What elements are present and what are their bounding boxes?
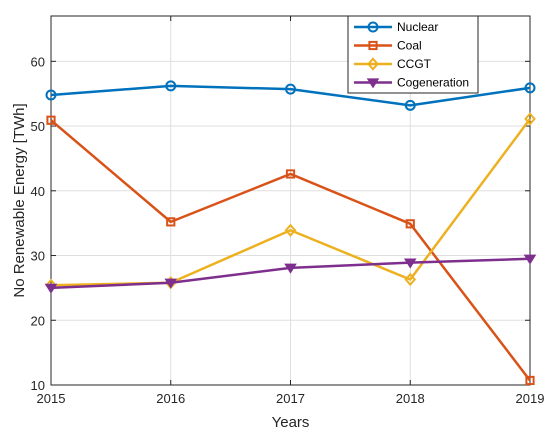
data-point (284, 263, 297, 274)
y-tick-label: 20 (31, 313, 45, 328)
y-tick-label: 10 (31, 378, 45, 393)
x-axis-label: Years (272, 414, 310, 431)
legend-marker (368, 40, 378, 51)
data-point (404, 272, 417, 287)
y-tick-label: 40 (31, 184, 45, 199)
series-line (50, 119, 531, 382)
legend-label: CCGT (397, 57, 432, 71)
data-point (523, 254, 537, 265)
y-tick-label: 60 (31, 54, 45, 69)
data-point (405, 219, 415, 229)
series-cogeneration (44, 254, 537, 294)
data-point (44, 283, 58, 294)
data-point (165, 80, 177, 92)
x-tick-label: 2017 (276, 391, 305, 406)
data-point (284, 223, 297, 237)
legend: Nuclear Coal CCGT Cogeneration (347, 15, 479, 94)
x-tick-label: 2016 (156, 391, 185, 406)
data-point (164, 278, 178, 289)
data-point (285, 169, 296, 179)
data-point (166, 217, 176, 227)
data-point (524, 82, 536, 94)
data-point (525, 375, 535, 386)
data-point (403, 258, 417, 269)
legend-label: Cogeneration (397, 76, 469, 90)
data-point (46, 115, 56, 125)
x-tick-label: 2018 (396, 391, 425, 406)
series-nuclear (45, 80, 536, 111)
data-point (404, 99, 416, 111)
series-coal (46, 115, 535, 386)
x-tick-label: 2015 (37, 391, 66, 406)
legend-label: Nuclear (397, 20, 438, 34)
legend-marker (366, 78, 380, 89)
data-point (524, 112, 536, 126)
legend-marker (367, 21, 379, 33)
x-tick-label: 2019 (516, 391, 545, 406)
y-tick-label: 50 (31, 119, 45, 134)
series-line (50, 84, 531, 107)
y-axis-label: No Renewable Energy [TWh] (11, 103, 28, 297)
data-point (45, 89, 57, 101)
axis-ticks: 2015 2016 2017 2018 2019 10 20 30 40 50 60 (31, 16, 545, 406)
data-point (285, 83, 296, 95)
y-tick-label: 30 (31, 249, 45, 264)
legend-marker (367, 57, 379, 71)
series-group (44, 80, 537, 386)
legend-label: Coal (397, 39, 422, 53)
